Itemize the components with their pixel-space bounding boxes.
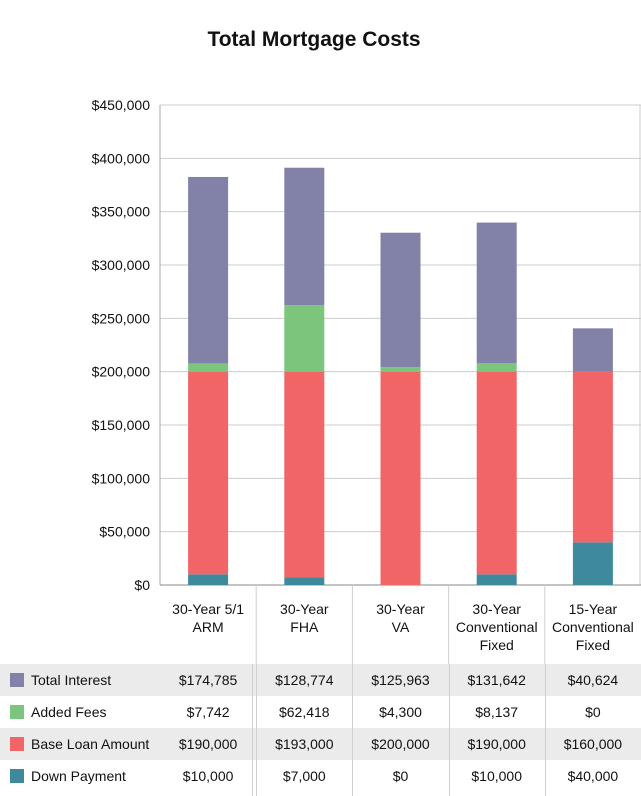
data-label: $8,137 (475, 704, 519, 720)
data-label: $0 (392, 768, 409, 784)
x-tick-label: Conventional (456, 619, 538, 635)
y-tick-label: $200,000 (92, 364, 151, 380)
bar-base-loan-amount (188, 371, 229, 575)
stacked-bar-chart: $0 $50,000 $100,000 $150,000 $200,000 $250,00… (92, 97, 641, 664)
x-tick-label: Fixed (576, 637, 610, 653)
x-tick-label: 30-Year (472, 601, 521, 617)
x-tick-label: 30-Year 5/1 (172, 601, 244, 617)
y-tick-label: $150,000 (92, 417, 151, 433)
x-tick-label: Fixed (480, 637, 514, 653)
bar-total-interest (476, 222, 517, 363)
x-tick-label: 30-Year (376, 601, 425, 617)
bar-added-fees (380, 367, 421, 372)
bar-base-loan-amount (476, 371, 517, 575)
legend-swatch (10, 673, 24, 687)
table-column-divider (252, 664, 253, 796)
bar-total-interest (284, 167, 325, 306)
x-tick-label: Conventional (552, 619, 634, 635)
y-tick-label: $300,000 (92, 257, 151, 273)
data-label: $10,000 (471, 768, 522, 784)
legend-label: Base Loan Amount (31, 736, 150, 752)
legend-swatch (10, 737, 24, 751)
y-tick-label: $100,000 (92, 470, 151, 486)
data-label: $125,963 (371, 672, 430, 688)
y-tick-label: $250,000 (92, 310, 151, 326)
data-label: $4,300 (379, 704, 422, 720)
bar-base-loan-amount (380, 371, 421, 585)
table-row: Down Payment $10,000 $7,000 $0 $10,000 $40,00… (0, 760, 641, 792)
legend-label: Total Interest (31, 672, 112, 688)
bar-down-payment (476, 574, 517, 585)
table-row: Base Loan Amount $190,000 $193,000 $200,000… (0, 728, 641, 760)
x-tick-label: ARM (193, 619, 224, 635)
data-label: $7,742 (186, 704, 230, 720)
bar-base-loan-amount (572, 371, 613, 543)
table-column-divider (256, 664, 258, 796)
legend-label: Added Fees (31, 704, 107, 720)
x-tick-label: 15-Year (569, 601, 618, 617)
legend-swatch (10, 705, 24, 719)
data-label: $40,000 (567, 768, 619, 784)
legend-swatch (10, 769, 24, 783)
data-label: $174,785 (178, 672, 238, 688)
table-column-divider (448, 664, 450, 796)
bar-total-interest (572, 328, 613, 372)
y-tick-label: $0 (134, 577, 150, 593)
data-label: $40,624 (567, 672, 619, 688)
data-label: $190,000 (178, 736, 238, 752)
data-label: $10,000 (182, 768, 234, 784)
table-column-divider (544, 664, 546, 796)
bar-down-payment (284, 577, 325, 585)
bar-added-fees (476, 362, 517, 372)
bar-total-interest (380, 232, 421, 368)
bar-base-loan-amount (284, 371, 325, 578)
bar-added-fees (284, 305, 325, 372)
data-label: $200,000 (371, 736, 430, 752)
table-column-divider (352, 664, 354, 796)
y-tick-label: $50,000 (99, 524, 150, 540)
bar-total-interest (188, 176, 229, 364)
y-tick-label: $450,000 (92, 97, 151, 113)
chart-title: Total Mortgage Costs (207, 28, 421, 51)
bar-down-payment (188, 574, 229, 585)
bar-added-fees (188, 363, 229, 372)
data-label: $0 (585, 704, 601, 720)
data-label: $62,418 (278, 704, 330, 720)
table-row: Added Fees $7,742 $62,418 $4,300 $8,137 $0 (0, 696, 641, 728)
x-tick-label: FHA (290, 619, 319, 635)
y-tick-label: $350,000 (92, 204, 151, 220)
y-tick-label: $400,000 (92, 150, 151, 166)
data-label: $193,000 (275, 736, 334, 752)
data-label: $131,642 (467, 672, 526, 688)
data-label: $7,000 (282, 768, 326, 784)
data-label: $160,000 (563, 736, 623, 752)
bar-down-payment (572, 542, 613, 585)
data-label: $190,000 (467, 736, 526, 752)
x-tick-label: VA (392, 619, 410, 635)
data-label: $128,774 (275, 672, 334, 688)
legend-label: Down Payment (31, 768, 126, 784)
table-row: Total Interest $174,785 $128,774 $125,963 $1… (0, 664, 641, 696)
x-tick-label: 30-Year (280, 601, 329, 617)
